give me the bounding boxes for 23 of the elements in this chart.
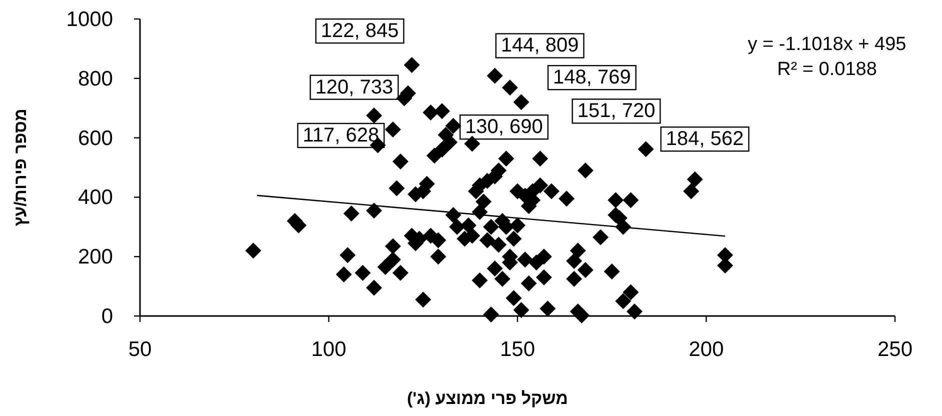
annotation: 122, 845: [320, 20, 399, 42]
x-tick-label: 100: [311, 338, 346, 361]
y-tick-label: 200: [78, 246, 113, 269]
annotation: 120, 733: [315, 76, 394, 98]
x-tick-label: 50: [128, 338, 152, 361]
annotation: 144, 809: [500, 34, 579, 57]
x-tick-label: 150: [500, 338, 536, 361]
annotation: 117, 628: [302, 124, 380, 146]
annotation: 130, 690: [465, 116, 543, 138]
y-tick-label: 800: [78, 67, 113, 90]
y-tick-label: 600: [78, 126, 113, 150]
annotation: 184, 562: [666, 128, 744, 150]
y-tick-label: 400: [78, 186, 113, 210]
annotation: 148, 769: [553, 66, 631, 89]
x-tick-label: 250: [877, 338, 913, 361]
y-axis-title: מספר פירות/עץ: [11, 108, 30, 226]
x-tick-label: 200: [688, 338, 724, 361]
annotation: R² = 0.0188: [777, 59, 877, 80]
x-axis-title: משקל פרי ממוצע (ג'): [406, 389, 568, 408]
y-tick-label: 1000: [66, 8, 113, 31]
annotation: y = -1.1018x + 495: [748, 34, 906, 55]
annotation: 151, 720: [577, 100, 656, 122]
y-tick-label: 0: [101, 305, 113, 328]
